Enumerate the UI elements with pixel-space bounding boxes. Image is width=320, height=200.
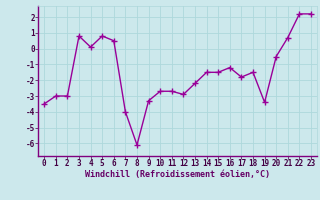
X-axis label: Windchill (Refroidissement éolien,°C): Windchill (Refroidissement éolien,°C) bbox=[85, 170, 270, 179]
